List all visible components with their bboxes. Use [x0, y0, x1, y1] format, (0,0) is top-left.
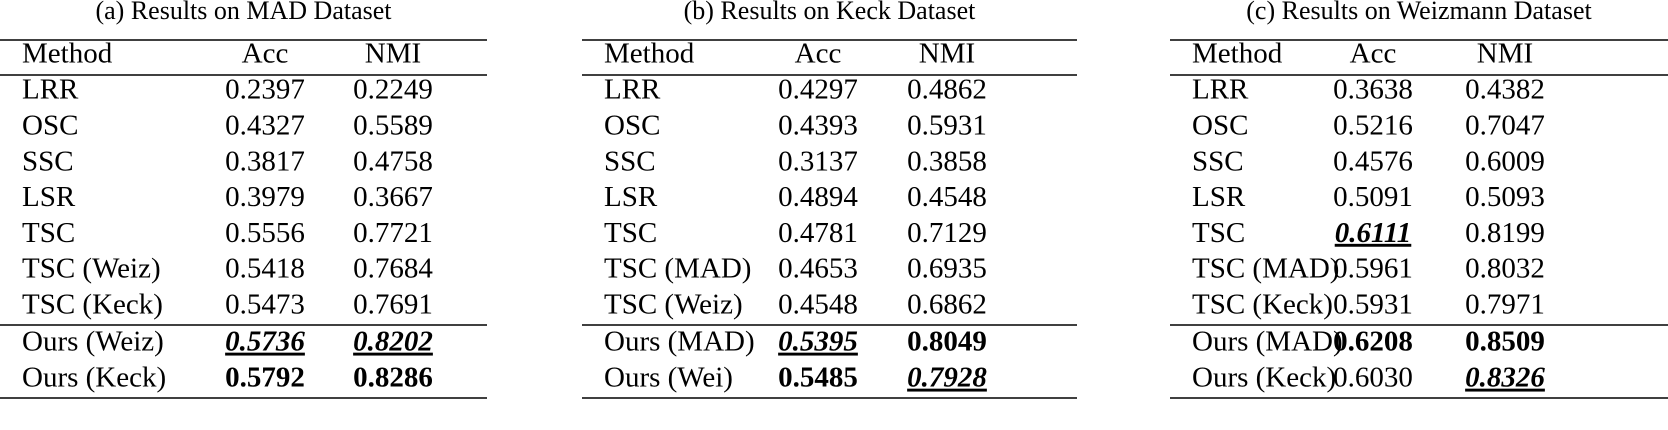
value-cell: 0.7129 — [907, 217, 987, 249]
value-cell: 0.8199 — [1465, 217, 1545, 249]
method-cell: OSC — [1192, 109, 1248, 141]
value-cell: 0.3979 — [225, 181, 305, 213]
table-caption: (c) Results on Weizmann Dataset — [1246, 0, 1592, 25]
value-cell: 0.6030 — [1333, 362, 1413, 394]
value-cell: 0.4548 — [907, 181, 987, 213]
header-cell: NMI — [365, 38, 421, 70]
value-cell: 0.2397 — [225, 74, 305, 106]
value-cell: 0.8202 — [353, 326, 433, 358]
value-cell: 0.3638 — [1333, 74, 1413, 106]
value-cell: 0.4653 — [778, 253, 858, 285]
value-cell: 0.5395 — [778, 326, 858, 358]
header-cell: Method — [1192, 38, 1283, 70]
method-cell: LSR — [22, 181, 76, 213]
method-cell: SSC — [1192, 145, 1244, 177]
method-cell: Ours (Weiz) — [22, 326, 164, 358]
value-cell: 0.7691 — [353, 288, 433, 320]
method-cell: TSC — [22, 217, 75, 249]
value-cell: 0.6208 — [1333, 326, 1413, 358]
value-cell: 0.4576 — [1333, 145, 1413, 177]
value-cell: 0.8509 — [1465, 326, 1545, 358]
value-cell: 0.5589 — [353, 109, 433, 141]
header-cell: Acc — [1350, 38, 1397, 70]
method-cell: TSC — [1192, 217, 1245, 249]
method-cell: OSC — [22, 109, 78, 141]
value-cell: 0.5091 — [1333, 181, 1413, 213]
value-cell: 0.5736 — [225, 326, 305, 358]
value-cell: 0.4781 — [778, 217, 858, 249]
value-cell: 0.5792 — [225, 362, 305, 394]
value-cell: 0.5473 — [225, 288, 305, 320]
method-cell: LSR — [1192, 181, 1246, 213]
method-cell: OSC — [604, 109, 660, 141]
value-cell: 0.4393 — [778, 109, 858, 141]
value-cell: 0.8049 — [907, 326, 987, 358]
table-caption: (a) Results on MAD Dataset — [95, 0, 392, 25]
value-cell: 0.4862 — [907, 74, 987, 106]
method-cell: SSC — [22, 145, 74, 177]
value-cell: 0.8032 — [1465, 253, 1545, 285]
method-cell: SSC — [604, 145, 656, 177]
method-cell: LRR — [22, 74, 79, 106]
header-cell: Acc — [242, 38, 289, 70]
value-cell: 0.5216 — [1333, 109, 1413, 141]
method-cell: TSC — [604, 217, 657, 249]
method-cell: TSC (MAD) — [1192, 253, 1339, 285]
method-cell: TSC (Weiz) — [22, 253, 161, 285]
header-cell: Method — [604, 38, 695, 70]
value-cell: 0.3667 — [353, 181, 433, 213]
method-cell: Ours (Wei) — [604, 362, 733, 394]
value-cell: 0.5485 — [778, 362, 858, 394]
value-cell: 0.5931 — [907, 109, 987, 141]
value-cell: 0.2249 — [353, 74, 433, 106]
value-cell: 0.6111 — [1335, 217, 1412, 249]
method-cell: Ours (Keck) — [22, 362, 166, 394]
method-cell: LRR — [604, 74, 661, 106]
value-cell: 0.8286 — [353, 362, 433, 394]
value-cell: 0.7928 — [907, 362, 987, 394]
value-cell: 0.4382 — [1465, 74, 1545, 106]
header-cell: NMI — [919, 38, 975, 70]
value-cell: 0.3137 — [778, 145, 858, 177]
header-cell: NMI — [1477, 38, 1533, 70]
value-cell: 0.7721 — [353, 217, 433, 249]
header-cell: Acc — [795, 38, 842, 70]
value-cell: 0.7684 — [353, 253, 433, 285]
value-cell: 0.6009 — [1465, 145, 1545, 177]
value-cell: 0.4297 — [778, 74, 858, 106]
value-cell: 0.4548 — [778, 288, 858, 320]
value-cell: 0.5961 — [1333, 253, 1413, 285]
value-cell: 0.8326 — [1465, 362, 1545, 394]
value-cell: 0.4327 — [225, 109, 305, 141]
value-cell: 0.3858 — [907, 145, 987, 177]
value-cell: 0.4894 — [778, 181, 858, 213]
method-cell: Ours (Keck) — [1192, 362, 1336, 394]
method-cell: LSR — [604, 181, 658, 213]
value-cell: 0.4758 — [353, 145, 433, 177]
table-caption: (b) Results on Keck Dataset — [684, 0, 976, 25]
value-cell: 0.5093 — [1465, 181, 1545, 213]
method-cell: TSC (Keck) — [22, 288, 163, 320]
method-cell: LRR — [1192, 74, 1249, 106]
header-cell: Method — [22, 38, 113, 70]
method-cell: TSC (MAD) — [604, 253, 751, 285]
method-cell: TSC (Weiz) — [604, 288, 743, 320]
method-cell: TSC (Keck) — [1192, 288, 1333, 320]
value-cell: 0.5931 — [1333, 288, 1413, 320]
value-cell: 0.6862 — [907, 288, 987, 320]
value-cell: 0.6935 — [907, 253, 987, 285]
method-cell: Ours (MAD) — [604, 326, 755, 358]
value-cell: 0.7971 — [1465, 288, 1545, 320]
value-cell: 0.5556 — [225, 217, 305, 249]
value-cell: 0.7047 — [1465, 109, 1545, 141]
value-cell: 0.3817 — [225, 145, 305, 177]
value-cell: 0.5418 — [225, 253, 305, 285]
method-cell: Ours (MAD) — [1192, 326, 1343, 358]
